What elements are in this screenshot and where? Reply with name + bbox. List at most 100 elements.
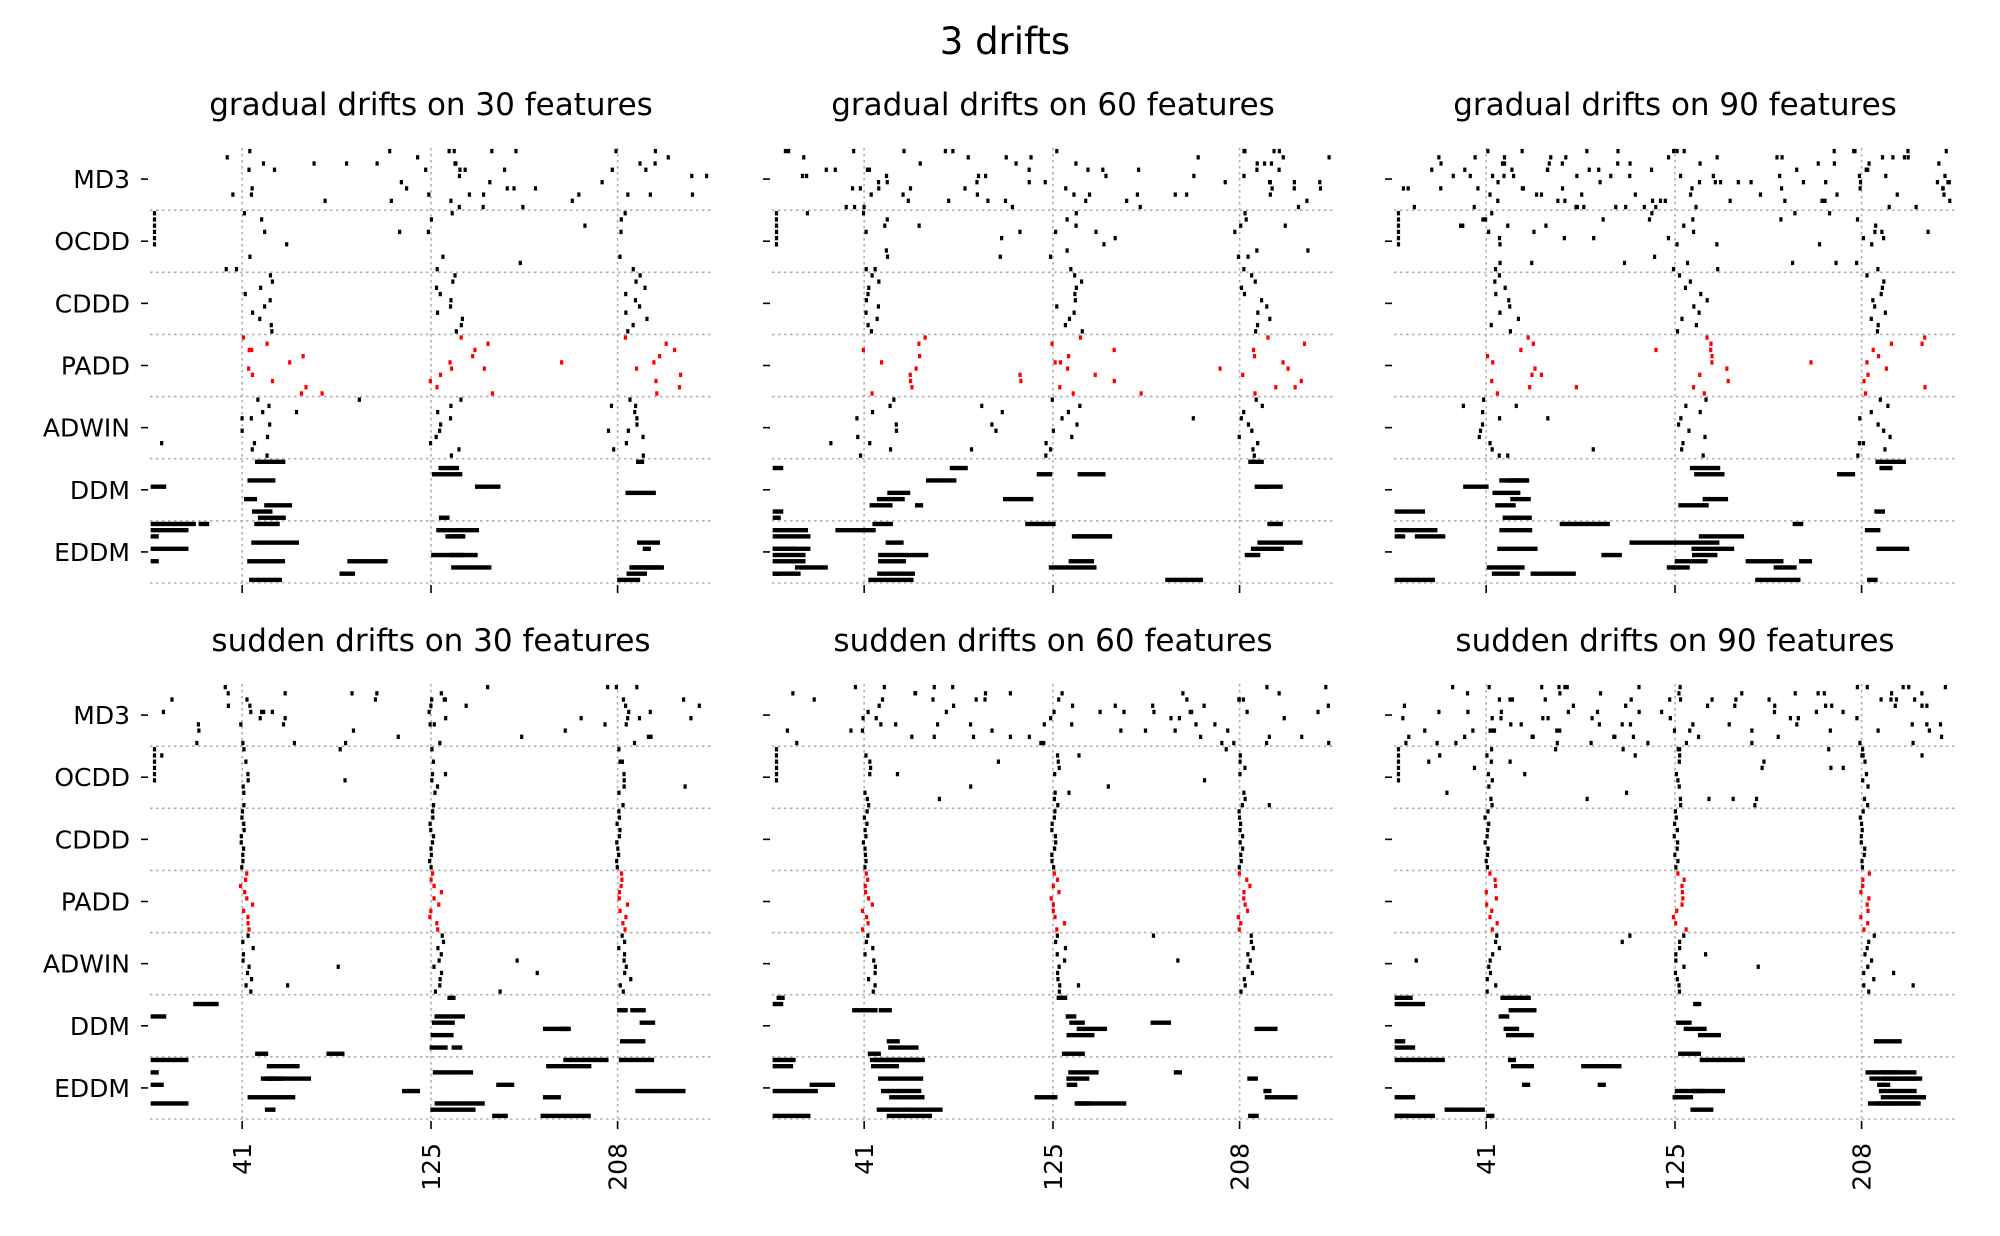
detection-mark (792, 1113, 796, 1119)
detection-mark (1185, 697, 1189, 702)
detection-mark (1421, 1113, 1426, 1119)
detection-mark (1419, 577, 1423, 583)
detection-mark (628, 1057, 632, 1063)
detection-mark (789, 534, 794, 539)
detection-mark (863, 852, 868, 858)
detection-mark (780, 1088, 784, 1094)
detection-mark (328, 1051, 333, 1056)
detection-mark (440, 1070, 444, 1075)
detection-mark (241, 335, 245, 340)
detection-mark (258, 716, 262, 721)
detection-mark (1687, 428, 1691, 433)
detection-mark (1714, 552, 1718, 558)
y-tick-label: OCDD (54, 227, 130, 256)
detection-mark (1856, 453, 1860, 458)
detection-mark (1414, 509, 1418, 514)
detection-mark (1642, 204, 1646, 210)
detection-mark (1731, 796, 1735, 802)
detection-mark (787, 1088, 791, 1094)
detection-mark (264, 559, 268, 564)
detection-mark (1677, 784, 1681, 789)
detection-mark (877, 1057, 881, 1063)
detection-mark (452, 534, 456, 539)
detection-mark (1701, 546, 1705, 551)
detection-mark (249, 416, 253, 421)
detection-mark (249, 989, 253, 994)
detection-mark (1489, 565, 1493, 570)
y-tick-label: MD3 (73, 701, 130, 730)
detection-mark (1849, 472, 1853, 477)
detection-mark (563, 1057, 567, 1063)
detection-mark (911, 1095, 915, 1100)
detection-mark (245, 896, 249, 901)
detection-mark (804, 534, 808, 539)
detection-mark (802, 528, 806, 533)
detection-mark (251, 540, 255, 545)
detection-mark (1526, 515, 1530, 520)
detection-mark (1007, 496, 1012, 502)
detection-mark (282, 515, 286, 520)
detection-mark (1078, 1076, 1082, 1081)
detection-mark (459, 335, 463, 340)
detection-mark (192, 521, 196, 527)
detection-mark (344, 571, 348, 576)
detection-mark (556, 1064, 560, 1069)
detection-mark (837, 528, 842, 533)
detection-mark (155, 528, 159, 533)
detection-mark (1682, 559, 1686, 564)
detection-mark (1512, 496, 1516, 502)
detection-mark (247, 366, 251, 371)
detection-mark (1601, 552, 1605, 558)
detection-mark (910, 577, 914, 583)
detection-mark (452, 552, 456, 558)
detection-mark (1254, 329, 1258, 334)
detection-mark (772, 571, 776, 576)
detection-mark (1073, 1076, 1077, 1081)
detection-mark (1718, 472, 1723, 477)
detection-mark (879, 496, 883, 502)
detection-mark (1511, 571, 1515, 576)
detection-mark (1263, 546, 1267, 551)
detection-mark (264, 1107, 269, 1112)
detection-mark (1873, 229, 1877, 235)
detection-mark (633, 1057, 637, 1063)
detection-mark (503, 1082, 507, 1087)
detection-mark (252, 441, 257, 446)
y-tick-label: EDDM (54, 1074, 130, 1103)
detection-mark (1793, 691, 1797, 696)
detection-mark (450, 1032, 454, 1038)
detection-mark (628, 571, 633, 576)
detection-mark (550, 1113, 554, 1119)
detection-mark (231, 192, 235, 197)
detection-mark (1113, 1101, 1117, 1106)
detection-mark (1692, 1051, 1697, 1056)
detection-mark (153, 546, 157, 551)
detection-mark (1714, 465, 1718, 471)
detection-mark (885, 540, 889, 545)
detection-mark (870, 902, 874, 907)
detection-mark (1242, 291, 1247, 297)
detection-mark (883, 223, 887, 228)
detection-mark (1180, 577, 1184, 583)
detection-mark (1880, 1095, 1884, 1100)
detection-mark (1711, 552, 1715, 558)
detection-mark (1101, 167, 1105, 172)
detection-mark (155, 1082, 159, 1087)
detection-mark (1867, 1070, 1872, 1075)
detection-mark (1252, 453, 1256, 458)
detection-mark (1538, 571, 1542, 576)
detection-mark (1518, 515, 1522, 520)
detection-mark (1426, 1113, 1430, 1119)
detection-mark (1876, 509, 1881, 514)
detection-mark (894, 722, 898, 727)
detection-mark (1078, 1101, 1082, 1106)
detection-mark (1750, 740, 1754, 746)
detection-mark (451, 1020, 455, 1025)
detection-mark (1292, 186, 1296, 191)
detection-mark (1877, 1082, 1881, 1087)
detection-mark (1717, 465, 1721, 471)
detection-mark (520, 734, 524, 739)
detection-mark (1267, 1095, 1271, 1100)
detection-mark (1286, 1095, 1291, 1100)
detection-mark (1912, 1095, 1917, 1100)
